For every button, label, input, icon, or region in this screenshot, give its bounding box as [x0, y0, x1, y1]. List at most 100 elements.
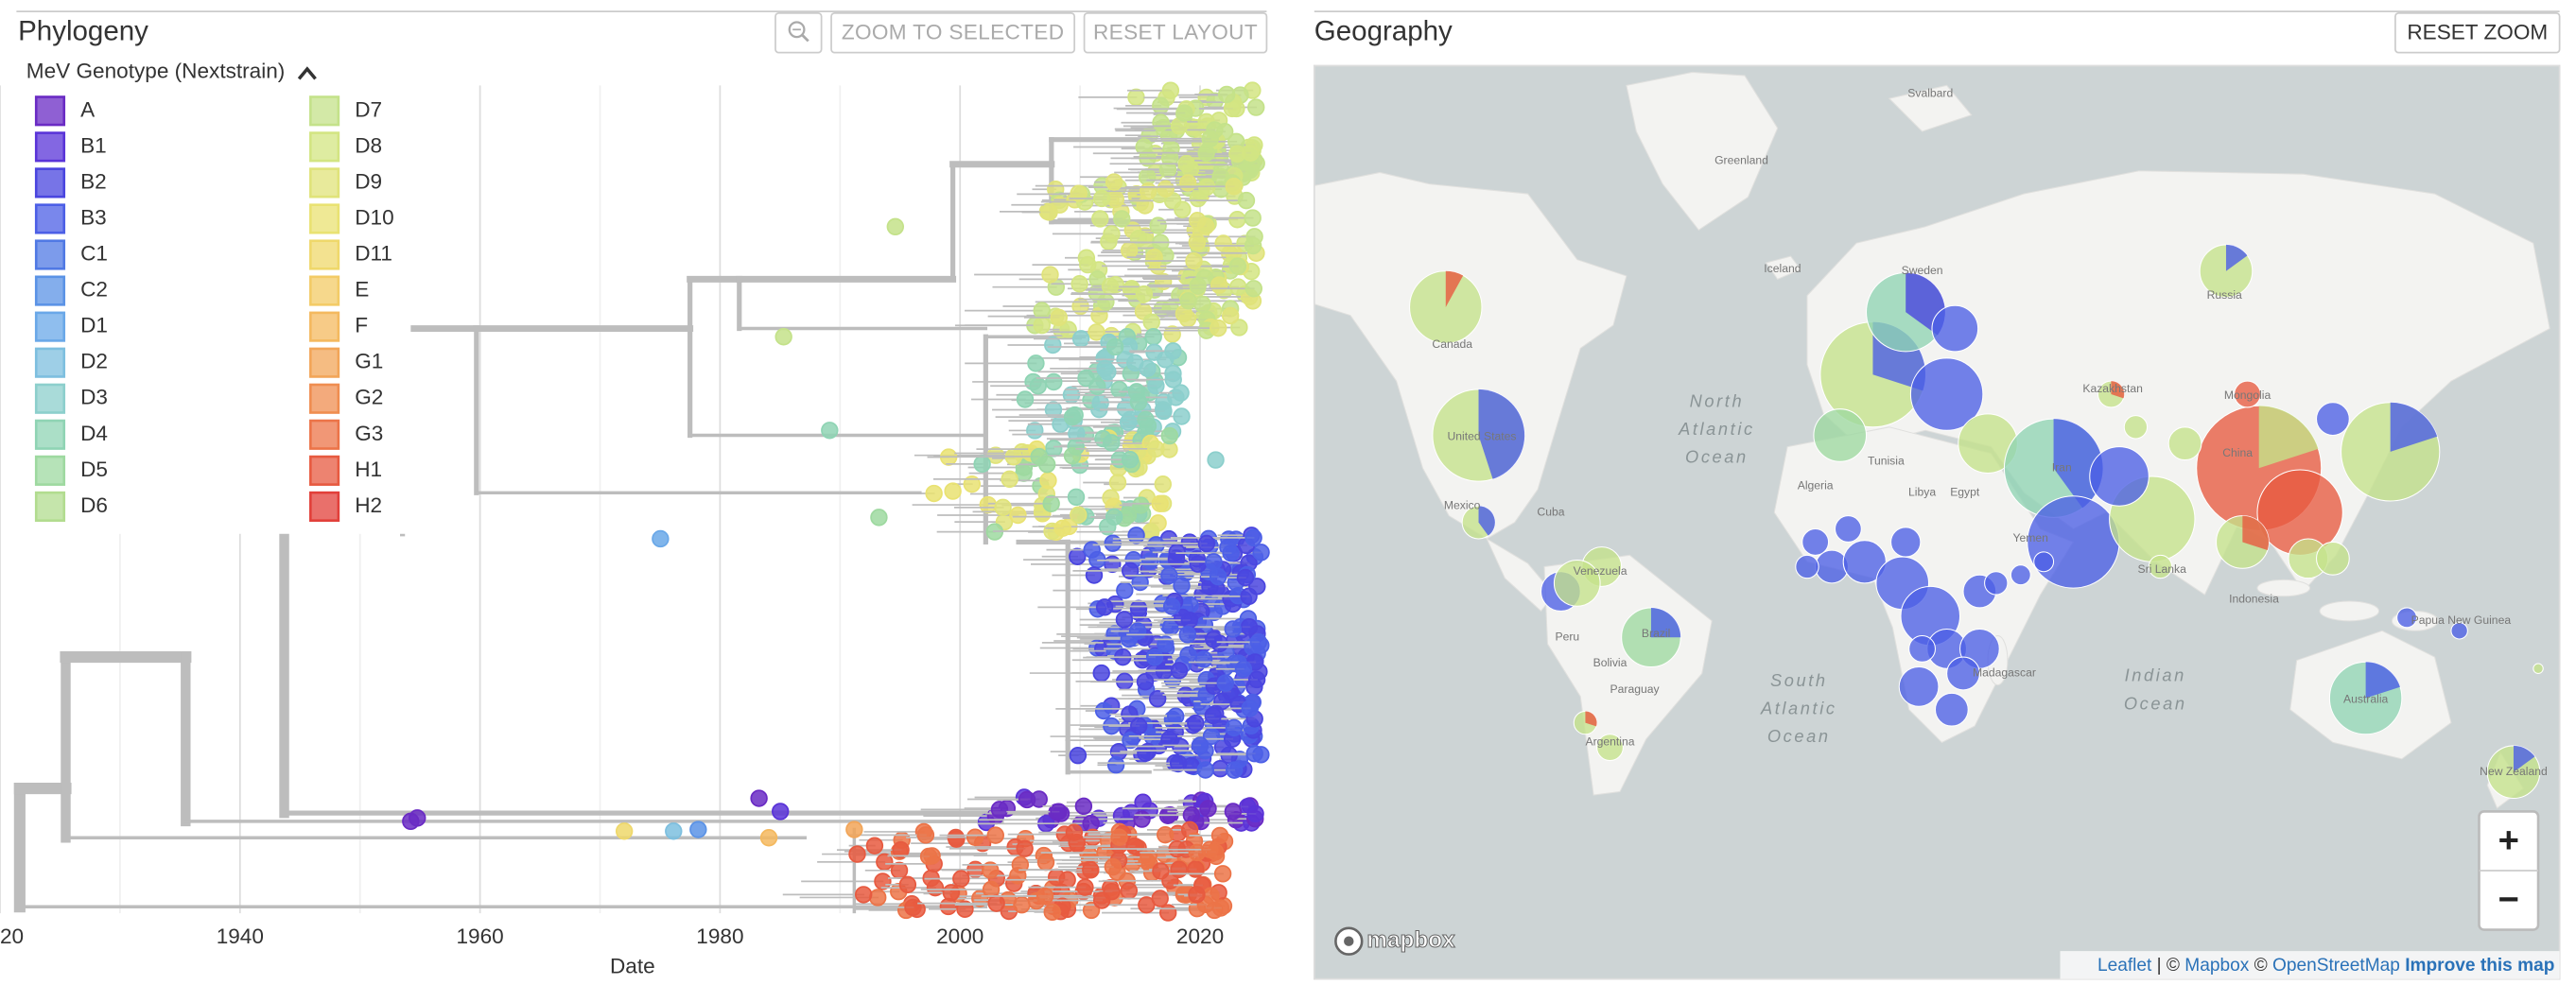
tip[interactable]	[986, 826, 1004, 844]
tip[interactable]	[1157, 180, 1175, 198]
tip[interactable]	[1158, 904, 1177, 922]
tip[interactable]	[1194, 650, 1213, 668]
attribution-link[interactable]: OpenStreetMap	[2272, 956, 2400, 976]
legend-label[interactable]: D5	[80, 458, 108, 481]
pie[interactable]	[1553, 560, 1601, 607]
tip[interactable]	[652, 529, 670, 548]
tip[interactable]	[1252, 544, 1270, 561]
tip[interactable]	[1225, 178, 1244, 196]
tip[interactable]	[1210, 276, 1228, 294]
tip[interactable]	[1149, 216, 1167, 234]
tip[interactable]	[845, 821, 863, 838]
pie-wedge[interactable]	[1478, 506, 1495, 536]
tip[interactable]	[1247, 98, 1265, 116]
pie[interactable]	[1801, 528, 1830, 556]
tip[interactable]	[1189, 277, 1207, 295]
tip[interactable]	[1079, 255, 1097, 274]
tip[interactable]	[1147, 376, 1165, 395]
tip[interactable]	[1053, 519, 1071, 538]
tip[interactable]	[1160, 566, 1178, 585]
tip[interactable]	[1121, 450, 1140, 469]
pie[interactable]	[1815, 549, 1849, 584]
legend-swatch[interactable]	[34, 455, 66, 486]
tip[interactable]	[1015, 458, 1034, 476]
tip[interactable]	[865, 837, 884, 855]
legend-label[interactable]: B1	[80, 133, 107, 157]
tip[interactable]	[1128, 622, 1147, 640]
tip[interactable]	[1044, 336, 1062, 354]
tip[interactable]	[1152, 113, 1170, 131]
tip[interactable]	[1174, 200, 1192, 218]
tip[interactable]	[987, 894, 1005, 912]
legend-swatch[interactable]	[34, 167, 66, 199]
tip[interactable]	[939, 897, 958, 916]
tip[interactable]	[1168, 544, 1186, 561]
tip[interactable]	[1205, 553, 1223, 571]
tip[interactable]	[1147, 536, 1165, 554]
legend-swatch[interactable]	[34, 203, 66, 234]
legend-label[interactable]: D9	[355, 169, 382, 193]
tip[interactable]	[944, 482, 962, 500]
tip[interactable]	[1199, 800, 1217, 818]
tip[interactable]	[1001, 470, 1018, 489]
tip[interactable]	[1160, 149, 1179, 167]
pie[interactable]	[2148, 554, 2173, 579]
reset-zoom-button[interactable]: RESET ZOOM	[2394, 12, 2561, 54]
tip[interactable]	[1205, 631, 1223, 648]
pie[interactable]	[1934, 692, 1969, 727]
pie[interactable]	[2033, 551, 2055, 573]
tip[interactable]	[890, 861, 909, 880]
tip[interactable]	[1059, 320, 1077, 338]
tip[interactable]	[1108, 474, 1127, 492]
tip[interactable]	[1225, 718, 1244, 737]
pie[interactable]	[2089, 446, 2150, 507]
tip[interactable]	[982, 861, 1000, 879]
tip[interactable]	[1145, 648, 1164, 666]
pie-wedge[interactable]	[2390, 402, 2438, 452]
tip[interactable]	[1113, 210, 1131, 228]
tip[interactable]	[1147, 440, 1165, 458]
tip[interactable]	[1030, 447, 1048, 466]
tip[interactable]	[942, 884, 961, 902]
legend-swatch[interactable]	[309, 383, 340, 414]
pie-wedge[interactable]	[2225, 244, 2248, 271]
tip[interactable]	[854, 886, 873, 904]
tip[interactable]	[1187, 714, 1205, 733]
tip[interactable]	[1216, 674, 1235, 692]
map[interactable]: Svalbard Greenland Iceland Sweden Canada Unit…	[1297, 65, 2560, 979]
tip[interactable]	[1129, 599, 1148, 617]
legend-swatch[interactable]	[309, 275, 340, 306]
tip[interactable]	[1201, 840, 1219, 858]
pie-wedge[interactable]	[1445, 270, 1464, 307]
tip[interactable]	[1026, 422, 1044, 440]
legend[interactable]: MeV Genotype (Nextstrain) A B1 B2 B3 C1 C2 D1 D…	[26, 59, 394, 522]
tip[interactable]	[821, 422, 839, 440]
tip[interactable]	[1105, 508, 1123, 527]
reset-layout-button[interactable]: RESET LAYOUT	[1083, 12, 1268, 54]
pie[interactable]	[2167, 426, 2202, 461]
tip[interactable]	[1230, 319, 1248, 337]
tip[interactable]	[1182, 806, 1201, 824]
legend-swatch[interactable]	[309, 347, 340, 378]
legend-label[interactable]: D4	[80, 422, 108, 445]
tip[interactable]	[1136, 672, 1155, 691]
tip[interactable]	[1063, 446, 1082, 465]
tip[interactable]	[979, 495, 998, 514]
pie[interactable]	[1984, 571, 2009, 596]
legend-label[interactable]: D2	[80, 350, 108, 373]
tip[interactable]	[1185, 251, 1203, 270]
legend-swatch[interactable]	[34, 239, 66, 270]
pie[interactable]	[2315, 541, 2350, 576]
zoom-to-selected-button[interactable]: ZOOM TO SELECTED	[830, 12, 1076, 54]
legend-label[interactable]: G1	[355, 350, 383, 373]
tip[interactable]	[1104, 534, 1122, 552]
tip[interactable]	[1244, 280, 1263, 298]
tip[interactable]	[1244, 236, 1262, 255]
tip[interactable]	[1164, 342, 1182, 360]
legend-title[interactable]: MeV Genotype (Nextstrain)	[26, 59, 286, 82]
tip[interactable]	[1240, 587, 1258, 606]
tip[interactable]	[1018, 790, 1036, 809]
tip[interactable]	[1016, 390, 1035, 408]
legend-swatch[interactable]	[34, 347, 66, 378]
legend-label[interactable]: D7	[355, 97, 382, 121]
